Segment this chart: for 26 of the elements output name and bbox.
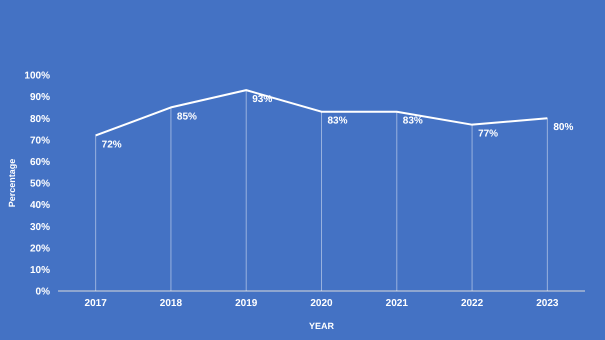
y-tick-label: 40%	[30, 200, 50, 212]
y-tick-label: 80%	[30, 114, 50, 125]
x-tick-label: 2020	[310, 298, 334, 310]
data-label: 77%	[478, 128, 498, 140]
data-label: 83%	[402, 116, 423, 127]
data-label: 80%	[553, 122, 574, 134]
y-tick-label: 60%	[30, 156, 50, 168]
x-tick-label: 2019	[235, 298, 258, 310]
x-axis-title: YEAR	[308, 321, 334, 331]
x-tick-label: 2018	[160, 298, 182, 310]
data-label: 83%	[328, 116, 348, 127]
y-tick-label: 30%	[30, 222, 50, 233]
data-label: 72%	[102, 139, 122, 150]
y-tick-label: 10%	[30, 264, 50, 276]
data-label: 85%	[176, 111, 198, 122]
y-tick-label: 100%	[24, 70, 50, 82]
y-tick-label: 70%	[30, 135, 50, 146]
x-tick-label: 2023	[536, 298, 559, 310]
y-tick-label: 90%	[30, 92, 50, 104]
y-tick-label: 50%	[30, 178, 50, 190]
x-tick-label: 2021	[386, 298, 408, 310]
y-axis-title: Percentage	[7, 158, 18, 208]
x-tick-label: 2022	[460, 298, 484, 310]
x-tick-label: 2017	[84, 298, 108, 310]
y-tick-label: 0%	[36, 286, 50, 298]
y-tick-label: 20%	[30, 243, 50, 254]
